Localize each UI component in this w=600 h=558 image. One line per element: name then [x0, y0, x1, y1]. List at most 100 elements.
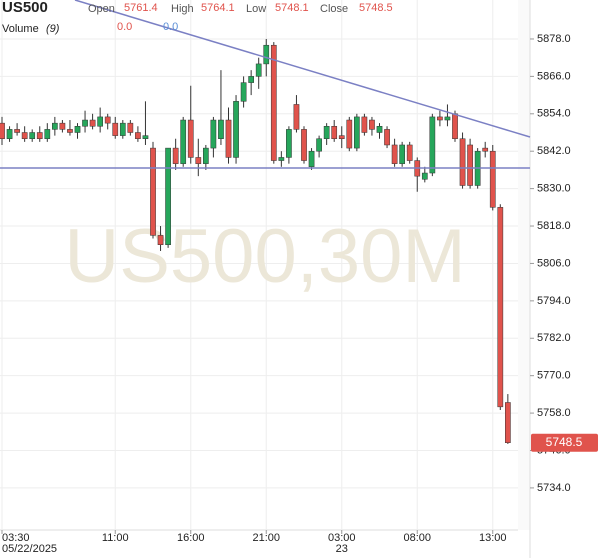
candle-body: [233, 101, 239, 158]
axis-band: [518, 0, 530, 530]
y-tick-label: 5770.0: [537, 370, 571, 382]
candle-body: [482, 147, 489, 152]
watermark: US500,30M: [64, 214, 465, 299]
axes: 5878.0 5866.0 5854.0 5842.0 5830.0 5818.0 5806…: [1, 33, 598, 555]
candle-body: [263, 44, 270, 65]
legend-label: Low: [246, 3, 266, 15]
candle-body: [505, 402, 511, 443]
y-tick-label: 5758.0: [537, 407, 571, 419]
candle-body: [14, 129, 20, 133]
candle-body: [150, 147, 156, 236]
x-tick-label: 08:00: [403, 532, 431, 544]
candle-body: [89, 119, 96, 127]
candle-body: [429, 116, 436, 174]
candle-body: [301, 129, 307, 161]
y-tick-label: 5806.0: [537, 257, 571, 269]
candle-body: [406, 144, 413, 161]
candle-body: [59, 122, 66, 130]
candle-body: [127, 122, 134, 133]
y-tick-label: 5842.0: [537, 145, 571, 157]
candle-body: [82, 119, 88, 127]
x-tick-label: 03:00: [328, 532, 356, 544]
candle-body: [172, 147, 179, 164]
candle-body: [210, 119, 217, 149]
candle-body: [354, 116, 360, 149]
candle-body: [119, 122, 126, 136]
legend-value: 5748.5: [359, 2, 393, 14]
volume-value: 0.0: [117, 21, 132, 33]
y-tick-label: 5878.0: [537, 33, 571, 45]
x-tick-label: 03:30: [2, 532, 30, 544]
candle-body: [157, 235, 164, 245]
grid: [0, 0, 518, 530]
candle-body: [218, 119, 224, 139]
candle-body: [308, 150, 315, 168]
header: US500 Open 5761.4 High 5764.1 Low 5748.1…: [2, 0, 393, 35]
y-tick-label: 5734.0: [537, 482, 571, 494]
candle-body: [421, 172, 428, 180]
candle-body: [391, 144, 398, 164]
candle-body: [316, 138, 322, 152]
x-tick-sublabel: 23: [336, 543, 348, 555]
candle-body: [180, 119, 187, 164]
trend-line: [74, 0, 531, 138]
candle-body: [104, 116, 111, 124]
candle-body: [74, 126, 81, 133]
candle-body: [444, 116, 451, 121]
candle-body: [399, 144, 405, 164]
legend-value: 5748.1: [275, 2, 309, 14]
candle-body: [278, 157, 285, 161]
candle-body: [6, 129, 13, 139]
candle-body: [97, 116, 104, 127]
candle-body: [195, 157, 202, 164]
candle-body: [323, 126, 330, 139]
legend-value: 5761.4: [124, 2, 158, 14]
candle-body: [248, 76, 255, 83]
x-tick-sublabel: 05/22/2025: [2, 543, 57, 555]
candle-body: [293, 104, 300, 130]
candle-body: [187, 119, 194, 158]
candle-body: [437, 116, 443, 121]
candle-body: [376, 126, 383, 133]
y-tick-label: 5830.0: [537, 183, 571, 195]
candle-body: [36, 132, 43, 139]
candle-body: [225, 119, 232, 158]
x-tick-label: 13:00: [479, 532, 507, 544]
candle-body: [346, 119, 353, 149]
candle-body: [135, 132, 141, 139]
y-tick-label: 5818.0: [537, 220, 571, 232]
x-tick-label: 11:00: [102, 532, 129, 544]
y-tick-label: 5794.0: [537, 295, 571, 307]
legend-label: Close: [320, 3, 348, 15]
x-tick-label: 16:00: [177, 532, 205, 544]
symbol: US500: [2, 0, 48, 16]
candle-body: [67, 129, 73, 133]
candle-body: [452, 113, 458, 139]
candle-body: [467, 144, 473, 186]
candle-body: [361, 116, 368, 133]
last-price-box: [531, 433, 598, 452]
candle-body: [240, 82, 247, 102]
volume-value: 0.0: [163, 21, 178, 33]
last-price-label: 5748.5: [546, 435, 583, 449]
candle-body: [52, 122, 58, 130]
candle-body: [331, 126, 338, 139]
candle-body: [255, 63, 262, 77]
candle-body: [142, 135, 149, 139]
legend-label: Open: [88, 3, 115, 15]
candle-body: [44, 129, 51, 139]
volume-label: Volume: [2, 23, 39, 35]
x-tick-label: 21:00: [252, 532, 280, 544]
candle-body: [270, 44, 277, 161]
y-tick-label: 5854.0: [537, 108, 571, 120]
candle-body: [384, 129, 390, 146]
candle-body: [0, 122, 5, 139]
candle-body: [21, 132, 28, 139]
candle-body: [497, 207, 504, 408]
candle-body: [165, 147, 171, 245]
candle-body: [29, 132, 36, 139]
legend-value: 5764.1: [201, 2, 235, 14]
candle-body: [338, 135, 345, 139]
candle-body: [369, 119, 375, 130]
